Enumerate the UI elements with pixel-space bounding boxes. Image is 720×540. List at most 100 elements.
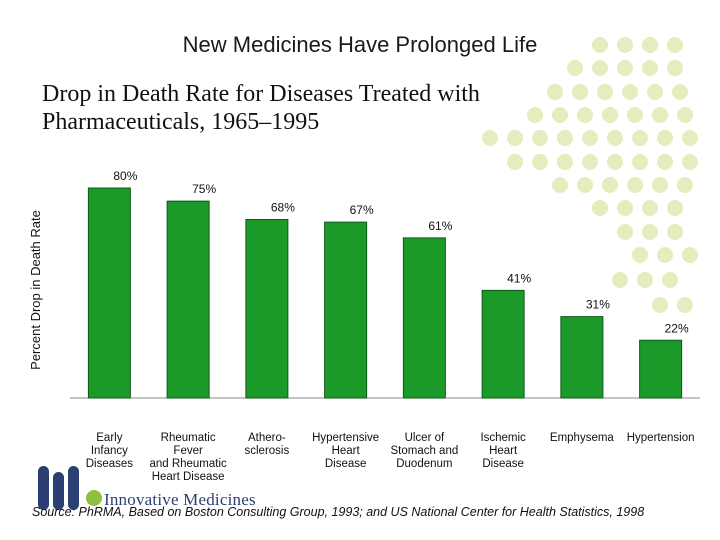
decor-dot	[647, 84, 663, 100]
decor-dot	[597, 84, 613, 100]
decor-dot	[557, 130, 573, 146]
decor-dot	[632, 154, 648, 170]
data-label: 68%	[271, 201, 295, 215]
decor-dot	[602, 107, 618, 123]
decor-dot	[632, 247, 648, 263]
category-label: Disease	[325, 458, 367, 470]
decor-dot	[632, 130, 648, 146]
data-label: 61%	[428, 219, 452, 233]
decor-dot	[547, 84, 563, 100]
decor-dot	[617, 224, 633, 240]
decor-dot	[667, 37, 683, 53]
category-label: Heart Disease	[152, 471, 225, 483]
decor-dot	[617, 60, 633, 76]
bar-8	[639, 339, 683, 399]
data-label: 31%	[586, 298, 610, 312]
decor-dot	[582, 130, 598, 146]
decor-dot	[652, 107, 668, 123]
category-label: Athero-	[248, 432, 286, 444]
decor-dot	[642, 60, 658, 76]
decor-dot	[577, 177, 593, 193]
bar-2	[166, 200, 210, 399]
decor-dot	[667, 224, 683, 240]
category-label: Heart	[332, 445, 361, 457]
category-label: Hypertension	[627, 432, 695, 444]
bar-4	[324, 221, 368, 399]
decor-dot	[592, 60, 608, 76]
decor-dot	[642, 224, 658, 240]
decor-dot	[602, 177, 618, 193]
category-label: Stomach and	[390, 445, 458, 457]
decor-dot	[617, 37, 633, 53]
decor-dot	[637, 272, 653, 288]
decor-dot	[607, 154, 623, 170]
decor-dot	[482, 130, 498, 146]
data-label: 75%	[192, 182, 216, 196]
decor-dot	[582, 154, 598, 170]
decor-dot	[567, 60, 583, 76]
category-label: sclerosis	[245, 445, 290, 457]
category-label: Early	[96, 432, 122, 444]
decor-dot	[682, 247, 698, 263]
data-label: 41%	[507, 271, 531, 285]
decor-dot	[627, 107, 643, 123]
decor-dot	[507, 130, 523, 146]
decor-dot	[577, 107, 593, 123]
decor-dot	[657, 130, 673, 146]
category-label: Emphysema	[550, 432, 615, 444]
logo-text: Innovative Medicines	[104, 490, 256, 509]
decor-dot	[662, 272, 678, 288]
decor-dot	[642, 200, 658, 216]
data-label: 67%	[350, 203, 374, 217]
decor-dot	[657, 247, 673, 263]
decor-dot	[677, 107, 693, 123]
category-label: Infancy	[91, 445, 128, 457]
category-label: Ischemic	[480, 432, 526, 444]
source-note: Source: PhRMA, Based on Boston Consultin…	[32, 505, 645, 519]
decor-dot	[572, 84, 588, 100]
decor-dot	[682, 154, 698, 170]
category-label: Hypertensive	[312, 432, 379, 444]
data-label: 80%	[113, 169, 137, 183]
decor-dot	[667, 60, 683, 76]
y-axis-label: Percent Drop in Death Rate	[28, 210, 43, 370]
decor-dot	[507, 154, 523, 170]
decor-dot	[642, 37, 658, 53]
decor-dot	[617, 200, 633, 216]
category-label: Ulcer of	[405, 432, 445, 444]
decor-dot	[652, 297, 668, 313]
category-label: Duodenum	[396, 458, 452, 470]
decor-dot	[532, 154, 548, 170]
decor-dot	[667, 200, 683, 216]
decor-dot	[627, 177, 643, 193]
decor-dot	[552, 107, 568, 123]
bar-3	[245, 219, 289, 399]
bar-6	[481, 289, 525, 399]
bar-5	[402, 237, 446, 399]
decor-dot	[652, 177, 668, 193]
category-label: and Rheumatic	[149, 458, 227, 470]
decor-dot	[557, 154, 573, 170]
category-label: Heart	[489, 445, 518, 457]
decor-dot	[657, 154, 673, 170]
data-label: 22%	[665, 321, 689, 335]
decor-dot	[532, 130, 548, 146]
decor-dot	[622, 84, 638, 100]
decor-dot	[672, 84, 688, 100]
pill-capsules-icon	[38, 466, 102, 510]
category-label: Diseases	[86, 458, 134, 470]
innovative-medicines-logo: Innovative Medicines	[34, 462, 274, 518]
bar-1	[87, 187, 131, 399]
decor-dot	[677, 297, 693, 313]
decor-dot	[592, 200, 608, 216]
chart-subtitle: Drop in Death Rate for Diseases Treated …	[42, 81, 480, 135]
decor-dot	[592, 37, 608, 53]
decor-dot	[677, 177, 693, 193]
category-label: Fever	[173, 445, 203, 457]
decor-dot	[552, 177, 568, 193]
category-label: Disease	[482, 458, 524, 470]
slide-title: New Medicines Have Prolonged Life	[182, 32, 538, 57]
decor-dot	[682, 130, 698, 146]
